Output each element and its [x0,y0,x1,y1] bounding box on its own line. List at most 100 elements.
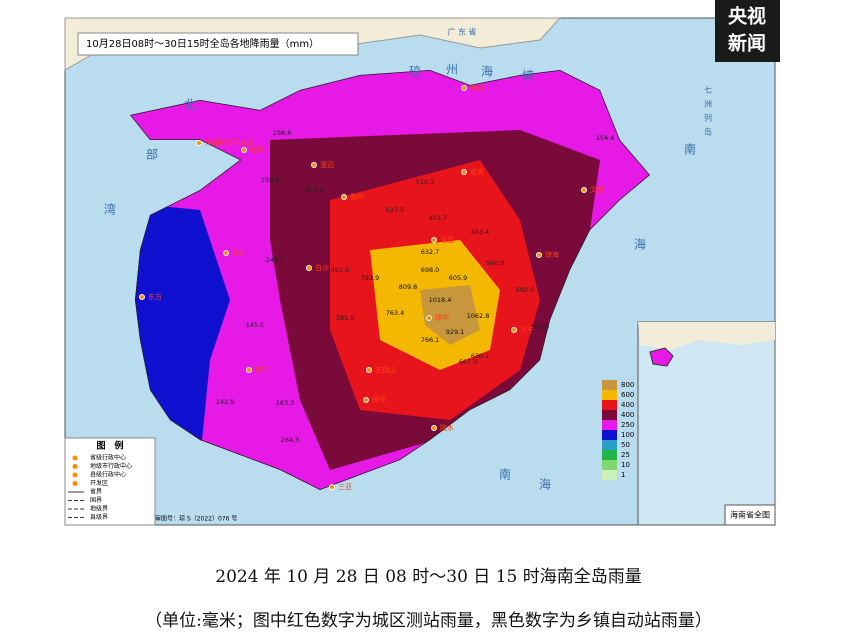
station-value: 667.3 [459,358,478,366]
station-value: 154.4 [596,134,615,142]
city-label: 保亭 [372,395,386,404]
legend-label: 地级界 [90,505,108,513]
city-marker [363,397,369,403]
city-marker [431,425,437,431]
scale-swatch [602,440,617,450]
scale-swatch [602,470,617,480]
sea-label: 北 [184,98,196,112]
station-value: 632.7 [421,248,440,256]
legend-symbol [72,464,78,469]
legend-label: 地级市行政中心 [90,462,132,470]
city-marker [306,265,312,271]
city-label: 东方 [148,292,162,301]
city-marker [223,250,229,256]
city-label: 万宁 [520,325,534,334]
sea-label: 海 [481,64,493,79]
city-marker [581,187,587,193]
station-value: 216.8 [306,186,325,194]
inset-island [649,347,674,367]
legend-box [64,437,156,526]
sea-label: 湾 [104,202,116,217]
map: 10月28日08时～30日15时全岛各地降雨量（mm） 央视 新闻 图 例 审图… [64,0,780,526]
legend-label: 省级行政中心 [90,454,126,462]
city-label: 洋浦经济开发区 [205,138,254,147]
station-value: 605.9 [449,274,468,282]
caption-title: 2024 年 10 月 28 日 08 时～30 日 15 时海南全岛雨量 [215,567,642,587]
station-value: 159.8 [261,176,280,184]
legend-symbol [72,481,78,486]
station-value: 145.0 [246,321,265,329]
station-value: 753.9 [361,274,380,282]
station-value: 198.8 [273,129,292,137]
sea-label: 七 [704,86,712,95]
city-label: 临高 [250,145,264,154]
scale-label: 400 [621,401,634,409]
sea-label: 列 [704,113,712,123]
city-label: 白沙 [315,263,329,272]
scale-swatch [602,450,617,460]
map-title: 10月28日08时～30日15时全岛各地降雨量（mm） [86,37,319,50]
sea-label: 部 [146,147,158,162]
city-label: 琼海 [545,250,559,259]
inset-title: 海南省全图 [730,510,770,520]
approval: 审图号：琼 S（2022）076 号 [155,515,237,523]
city-label: 五指山 [375,365,396,374]
legend-label: 国界 [90,497,102,504]
station-value: 1062.8 [467,312,490,320]
legend-label: 县级界 [90,513,108,521]
sea-label: 海 [634,237,646,252]
station-value: 537.5 [386,206,405,214]
sea-label: 海 [539,477,551,492]
logo: 新闻 [728,32,766,55]
city-label: 昌江 [232,249,246,257]
legend-label: 省界 [90,488,102,496]
scale-label: 25 [621,451,630,459]
city-marker [536,252,542,258]
scale-label: 1 [621,471,625,479]
station-value: 142.9 [216,398,235,406]
station-value: 763.4 [386,309,405,317]
city-marker [461,85,467,91]
city-label: 陵水 [440,423,454,432]
city-marker [426,315,432,321]
city-marker [431,237,437,243]
scale-label: 10 [621,461,630,469]
scale-swatch [602,380,617,390]
city-marker [246,367,252,373]
station-value: 249.5 [266,256,285,264]
sea-label: 琼 [409,64,421,79]
scale-swatch [602,430,617,440]
title-box [77,32,359,56]
sea-label: 峡 [522,69,534,83]
city-marker [196,140,202,146]
city-label: 定安 [470,167,484,176]
station-value: 698.0 [421,266,440,274]
sea-label: 洲 [704,100,712,109]
scale-swatch [602,410,617,420]
sea-label: 南 [499,467,511,482]
station-value: 582.9 [531,323,550,331]
station-value: 630.1 [471,352,490,360]
city-marker [511,327,517,333]
city-marker [329,484,335,490]
city-label: 澄迈 [320,160,334,169]
station-value: 1018.4 [429,296,452,304]
scale-label: 800 [621,381,634,389]
city-label: 乐东 [255,365,269,374]
city-marker [341,194,347,200]
legend-symbol [72,455,78,461]
city-label: 儋州 [350,192,364,201]
sea-label: 广 东 省 [447,27,476,37]
city-label: 三亚 [338,483,352,491]
sea-label: 南 [684,142,696,157]
scale-label: 50 [621,441,630,449]
scale-label: 400 [621,411,634,419]
station-value: 401.7 [429,214,448,222]
inset-title-box [724,504,776,526]
city-label: 海口 [470,83,484,92]
station-value: 766.1 [421,336,440,344]
city-marker [139,294,145,300]
scale-swatch [602,390,617,400]
logo-box [715,0,780,62]
station-value: 385.0 [336,314,355,322]
